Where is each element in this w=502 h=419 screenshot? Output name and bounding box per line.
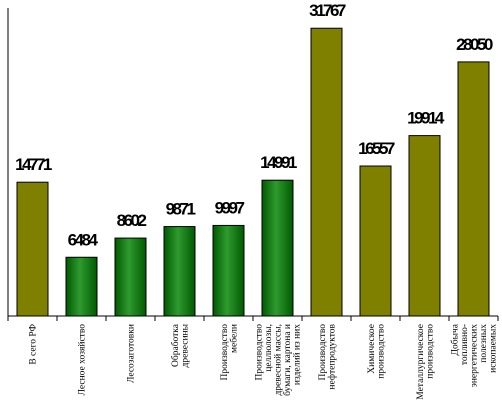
category-label-line: Производство (220, 324, 230, 381)
category-label-line: Лесозаготовки (127, 324, 137, 383)
category-label-line: бумаги, картона и (282, 324, 293, 396)
category-label: Производство мебели (220, 324, 240, 381)
bar-6 (261, 179, 294, 317)
category-label: Производство нефтепродуктов (318, 323, 338, 389)
category-label-line: Производство (255, 324, 265, 381)
bar-1 (16, 181, 49, 317)
bar-3 (114, 237, 147, 317)
category-label: Лесное хозяйство (77, 324, 88, 396)
category-label-line: полезных (479, 324, 489, 363)
data-label: 28050 (456, 35, 493, 54)
category-label: Добыча топливно-энергетических полезных иск… (450, 323, 499, 387)
bar-7 (310, 27, 343, 317)
data-label: 16557 (358, 139, 395, 158)
data-label: 31767 (309, 1, 346, 20)
category-label-line: топливно- (460, 324, 470, 365)
category-label-line: мебели (228, 324, 239, 353)
category-label-line: Обработка (170, 323, 181, 367)
category-label: Металлургическое производство (416, 324, 436, 400)
bar-9 (408, 135, 441, 317)
bar-5 (212, 224, 245, 317)
data-label: 9997 (215, 198, 245, 217)
bar-8 (359, 165, 392, 317)
category-label-line: Лесное хозяйство (77, 324, 88, 396)
category-label-line: Химическое (367, 324, 377, 374)
category-label: Лесозаготовки (127, 324, 137, 383)
category-label-line: древесной массы, (273, 324, 284, 396)
data-label: 14991 (260, 153, 297, 172)
category-label-line: Добыча (450, 323, 461, 355)
data-label: 14771 (15, 155, 52, 174)
category-label-line: В сего РФ (29, 324, 39, 365)
category-label-line: древесины (180, 323, 190, 367)
category-label-line: ископаемых (489, 324, 499, 373)
category-label-line: производство (425, 324, 435, 379)
bar-2 (65, 256, 98, 317)
category-label: В сего РФ (29, 324, 39, 365)
category-label-line: нефтепродуктов (326, 323, 337, 389)
category-label-line: изделий из них (292, 324, 303, 385)
category-label: Производство целлюлозы, древесной массы, бу… (255, 324, 303, 396)
category-label: Обработка древесины (170, 323, 191, 367)
category-label-line: целлюлозы, (264, 324, 274, 372)
data-label: 9871 (166, 200, 196, 219)
data-label: 8602 (117, 211, 147, 230)
bar-10 (457, 61, 490, 317)
category-label-line: производство (376, 324, 386, 379)
data-label: 6484 (68, 230, 99, 249)
category-label-line: Металлургическое (416, 324, 426, 400)
category-label: Химическое производство (367, 324, 387, 379)
category-label-line: Производство (318, 324, 328, 381)
bar-4 (163, 226, 196, 317)
category-label-line: энергетических (470, 324, 480, 387)
data-label: 19914 (407, 109, 445, 128)
